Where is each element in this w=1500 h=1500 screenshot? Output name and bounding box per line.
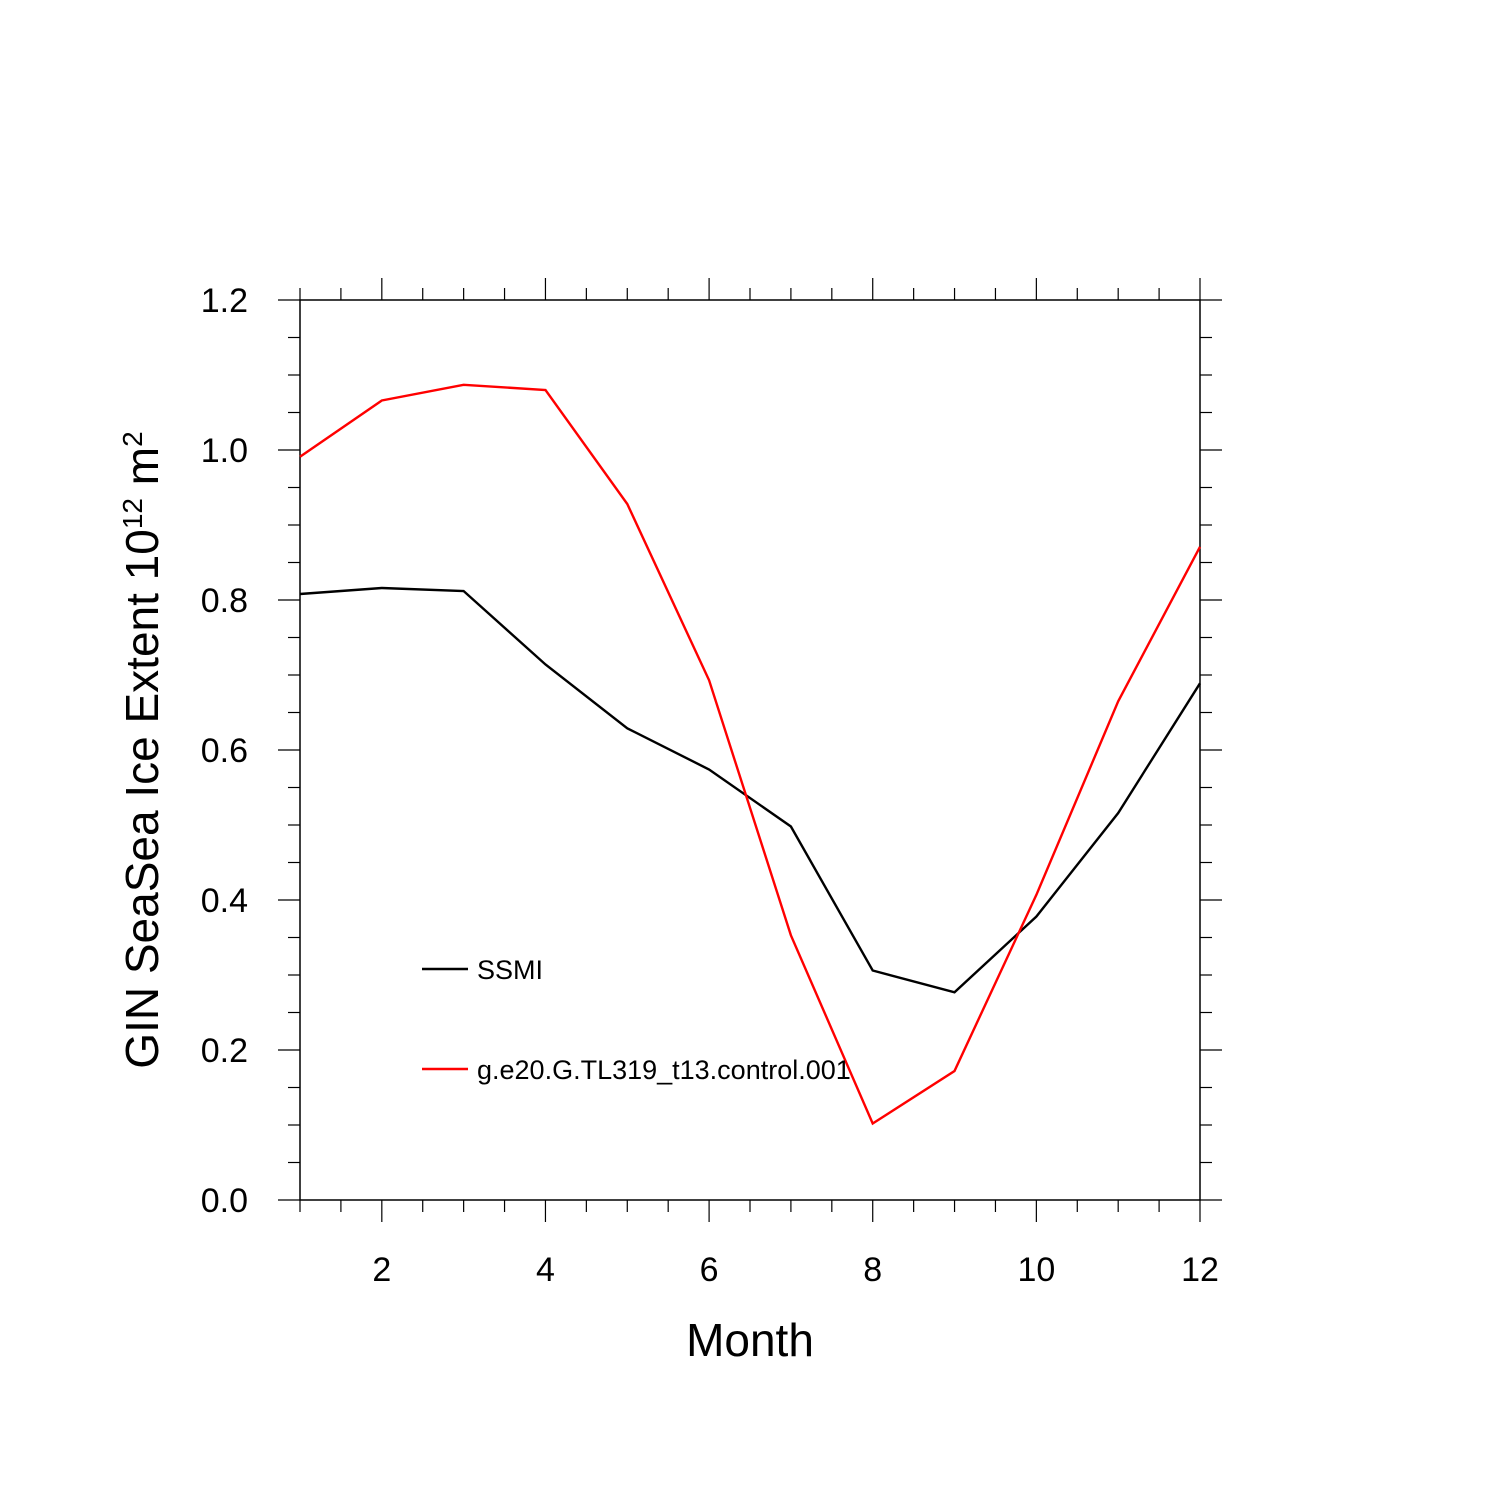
minor-ticks bbox=[288, 288, 1212, 1212]
y-axis-title-prefix: GIN SeaSea Ice Extent 10 bbox=[116, 529, 168, 1069]
x-axis-title: Month bbox=[686, 1314, 814, 1366]
legend-label: SSMI bbox=[477, 955, 543, 985]
y-tick-label: 0.0 bbox=[201, 1182, 248, 1220]
y-tick-labels: 0.0 0.2 0.4 0.6 0.8 1.0 1.2 bbox=[201, 282, 248, 1220]
y-axis-title-exponent: 12 bbox=[117, 498, 148, 529]
x-tick-label: 6 bbox=[700, 1251, 719, 1289]
legend: SSMI g.e20.G.TL319_t13.control.001 bbox=[422, 955, 851, 1085]
x-tick-label: 12 bbox=[1181, 1251, 1219, 1289]
x-tick-label: 8 bbox=[863, 1251, 882, 1289]
series-lines bbox=[299, 383, 1202, 1126]
major-ticks bbox=[278, 278, 1222, 1222]
legend-label: g.e20.G.TL319_t13.control.001 bbox=[477, 1055, 851, 1085]
x-tick-label: 10 bbox=[1017, 1251, 1055, 1289]
series-line-1 bbox=[299, 586, 1202, 994]
y-tick-label: 0.6 bbox=[201, 732, 248, 770]
y-axis-title: GIN SeaSea Ice Extent 1012 m2 bbox=[116, 431, 168, 1068]
y-tick-label: 0.4 bbox=[201, 882, 248, 920]
y-axis-title-unit: m bbox=[116, 447, 168, 498]
y-tick-label: 0.2 bbox=[201, 1032, 248, 1070]
y-tick-label: 0.8 bbox=[201, 582, 248, 620]
y-tick-label: 1.2 bbox=[201, 282, 248, 320]
x-tick-label: 4 bbox=[536, 1251, 555, 1289]
series-line-2 bbox=[299, 383, 1202, 1126]
x-tick-labels: 2 4 6 8 10 12 bbox=[372, 1251, 1219, 1289]
y-tick-label: 1.0 bbox=[201, 432, 248, 470]
x-tick-label: 2 bbox=[372, 1251, 391, 1289]
y-axis-title-unit-exponent: 2 bbox=[117, 431, 148, 447]
